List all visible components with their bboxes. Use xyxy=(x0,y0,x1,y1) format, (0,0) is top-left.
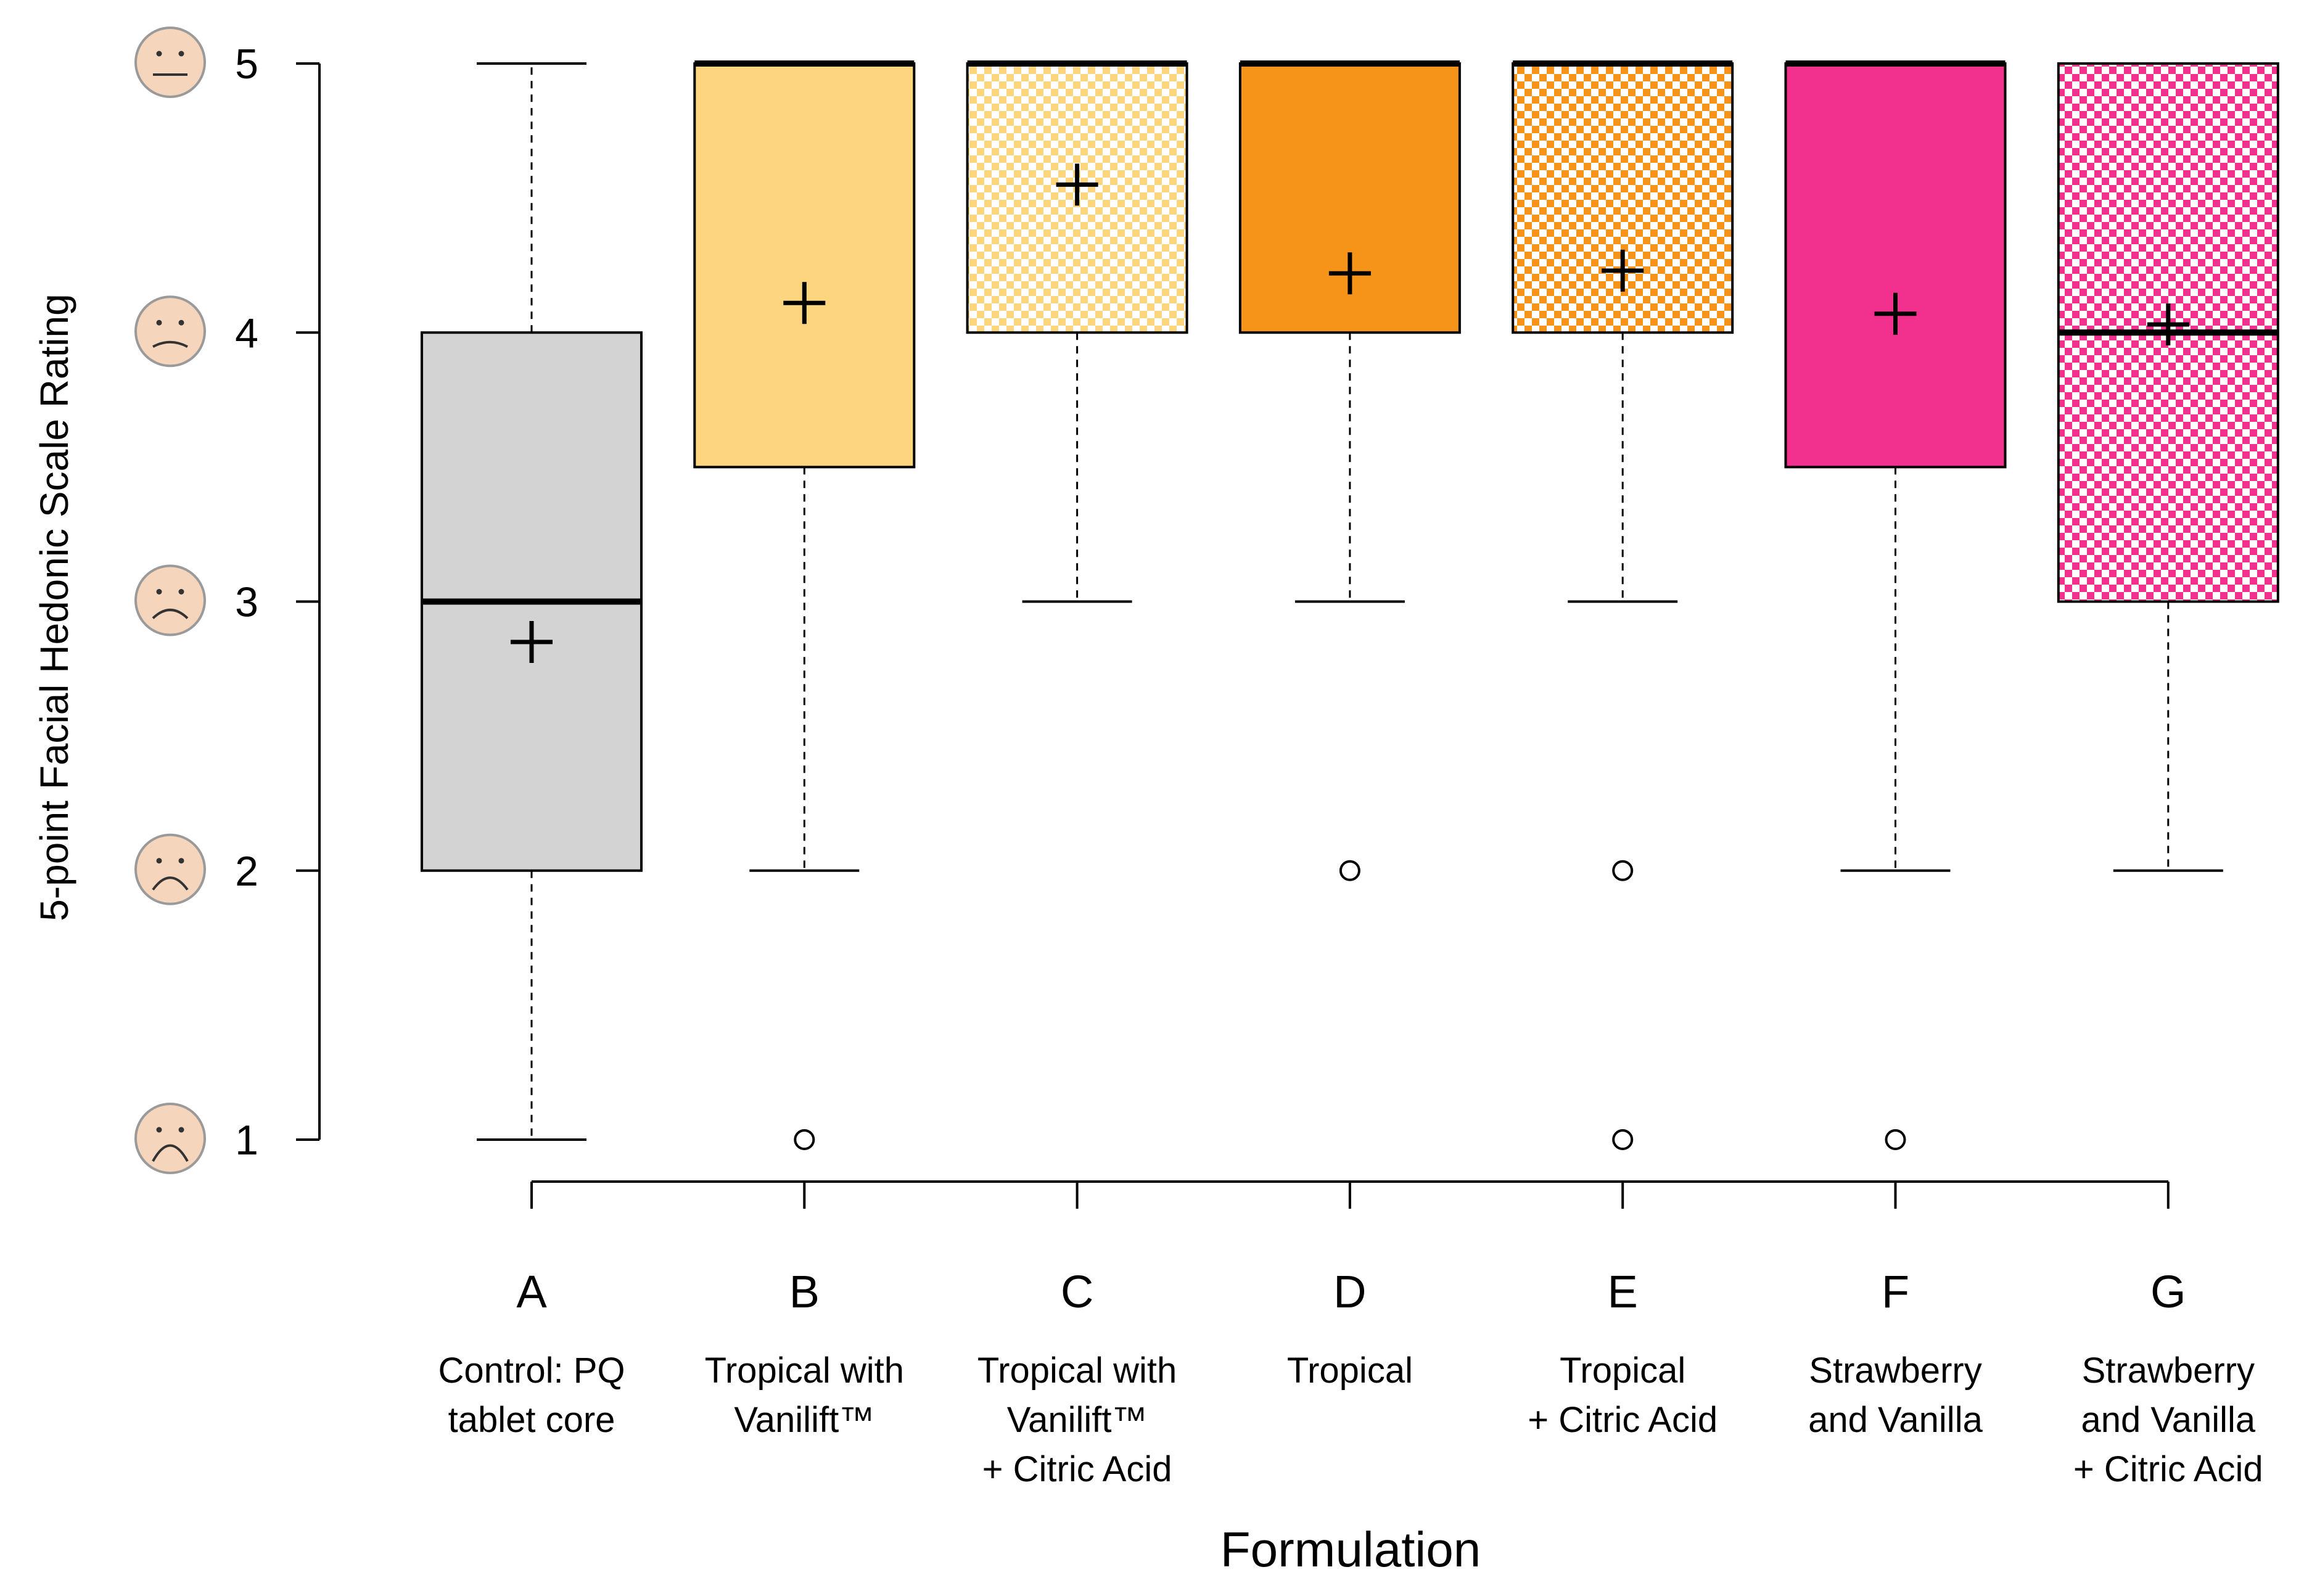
iqr-box xyxy=(1784,62,2007,469)
x-axis-title: Formulation xyxy=(1220,1522,1481,1577)
y-ticks: 1 2 3 4 5 xyxy=(235,41,319,1164)
x-ticks: A Control: PQ tablet core B Tropical with Van… xyxy=(438,1182,2263,1489)
x-tick-label-E: E xyxy=(1608,1266,1638,1317)
y-tick-label: 2 xyxy=(235,848,258,895)
x-tick-desc: + Citric Acid xyxy=(1528,1400,1718,1440)
y-tick-label: 1 xyxy=(235,1117,258,1164)
outlier-point xyxy=(794,1129,815,1150)
outlier-point xyxy=(1339,860,1360,881)
x-tick-label-F: F xyxy=(1882,1266,1909,1317)
x-tick-desc: + Citric Acid xyxy=(982,1449,1172,1489)
x-tick-desc: tablet core xyxy=(448,1400,615,1440)
x-tick-desc: Tropical xyxy=(1560,1351,1685,1391)
iqr-box xyxy=(693,62,916,469)
iqr-box xyxy=(1512,62,1734,334)
box-A xyxy=(421,62,643,1141)
mean-marker xyxy=(783,282,826,324)
x-tick-label-G: G xyxy=(2150,1266,2186,1317)
x-tick-label-A: A xyxy=(516,1266,547,1317)
box-F xyxy=(1784,60,2007,1150)
box-B xyxy=(693,60,916,1150)
frowning-face-icon xyxy=(134,564,206,636)
x-tick-desc: Control: PQ xyxy=(438,1351,625,1391)
x-tick-desc: Tropical with xyxy=(977,1351,1177,1391)
outlier-point xyxy=(1612,1129,1634,1150)
mean-marker xyxy=(2147,303,2189,346)
box-series xyxy=(421,60,2279,1150)
y-axis-title: 5-point Facial Hedonic Scale Rating xyxy=(32,294,76,921)
x-tick-desc: Tropical xyxy=(1287,1351,1413,1391)
x-tick-desc: and Vanilla xyxy=(1808,1400,1983,1440)
x-tick-desc: Tropical with xyxy=(705,1351,904,1391)
box-E xyxy=(1512,60,1734,1150)
x-tick-desc: and Vanilla xyxy=(2081,1400,2255,1440)
x-tick-label-B: B xyxy=(789,1266,820,1317)
x-tick-desc: Strawberry xyxy=(1809,1351,1981,1391)
box-G xyxy=(2057,62,2279,872)
x-tick-desc: Strawberry xyxy=(2082,1351,2255,1391)
y-tick-label: 4 xyxy=(235,310,258,356)
box-D xyxy=(1238,60,1461,881)
neutral-face-icon xyxy=(134,27,206,98)
facial-scale-icons xyxy=(134,27,206,1174)
x-tick-desc: Vanilift™ xyxy=(734,1400,874,1440)
box-C xyxy=(966,60,1188,603)
x-tick-label-D: D xyxy=(1333,1266,1366,1317)
very-sad-face-icon xyxy=(134,1103,206,1174)
slightly-frowning-face-icon xyxy=(134,295,206,368)
mean-marker xyxy=(1328,252,1371,295)
mean-marker xyxy=(511,620,553,663)
y-tick-label: 5 xyxy=(235,41,258,88)
outlier-point xyxy=(1612,860,1634,881)
x-tick-desc: Vanilift™ xyxy=(1007,1400,1148,1440)
y-tick-label: 3 xyxy=(235,579,258,626)
iqr-box xyxy=(1238,62,1461,334)
mean-marker xyxy=(1602,249,1644,292)
outlier-point xyxy=(1885,1129,1906,1150)
x-tick-desc: + Citric Acid xyxy=(2073,1449,2263,1489)
mean-marker xyxy=(1874,292,1917,335)
sad-face-icon xyxy=(134,833,206,905)
x-tick-label-C: C xyxy=(1061,1266,1093,1317)
mean-marker xyxy=(1056,163,1098,206)
